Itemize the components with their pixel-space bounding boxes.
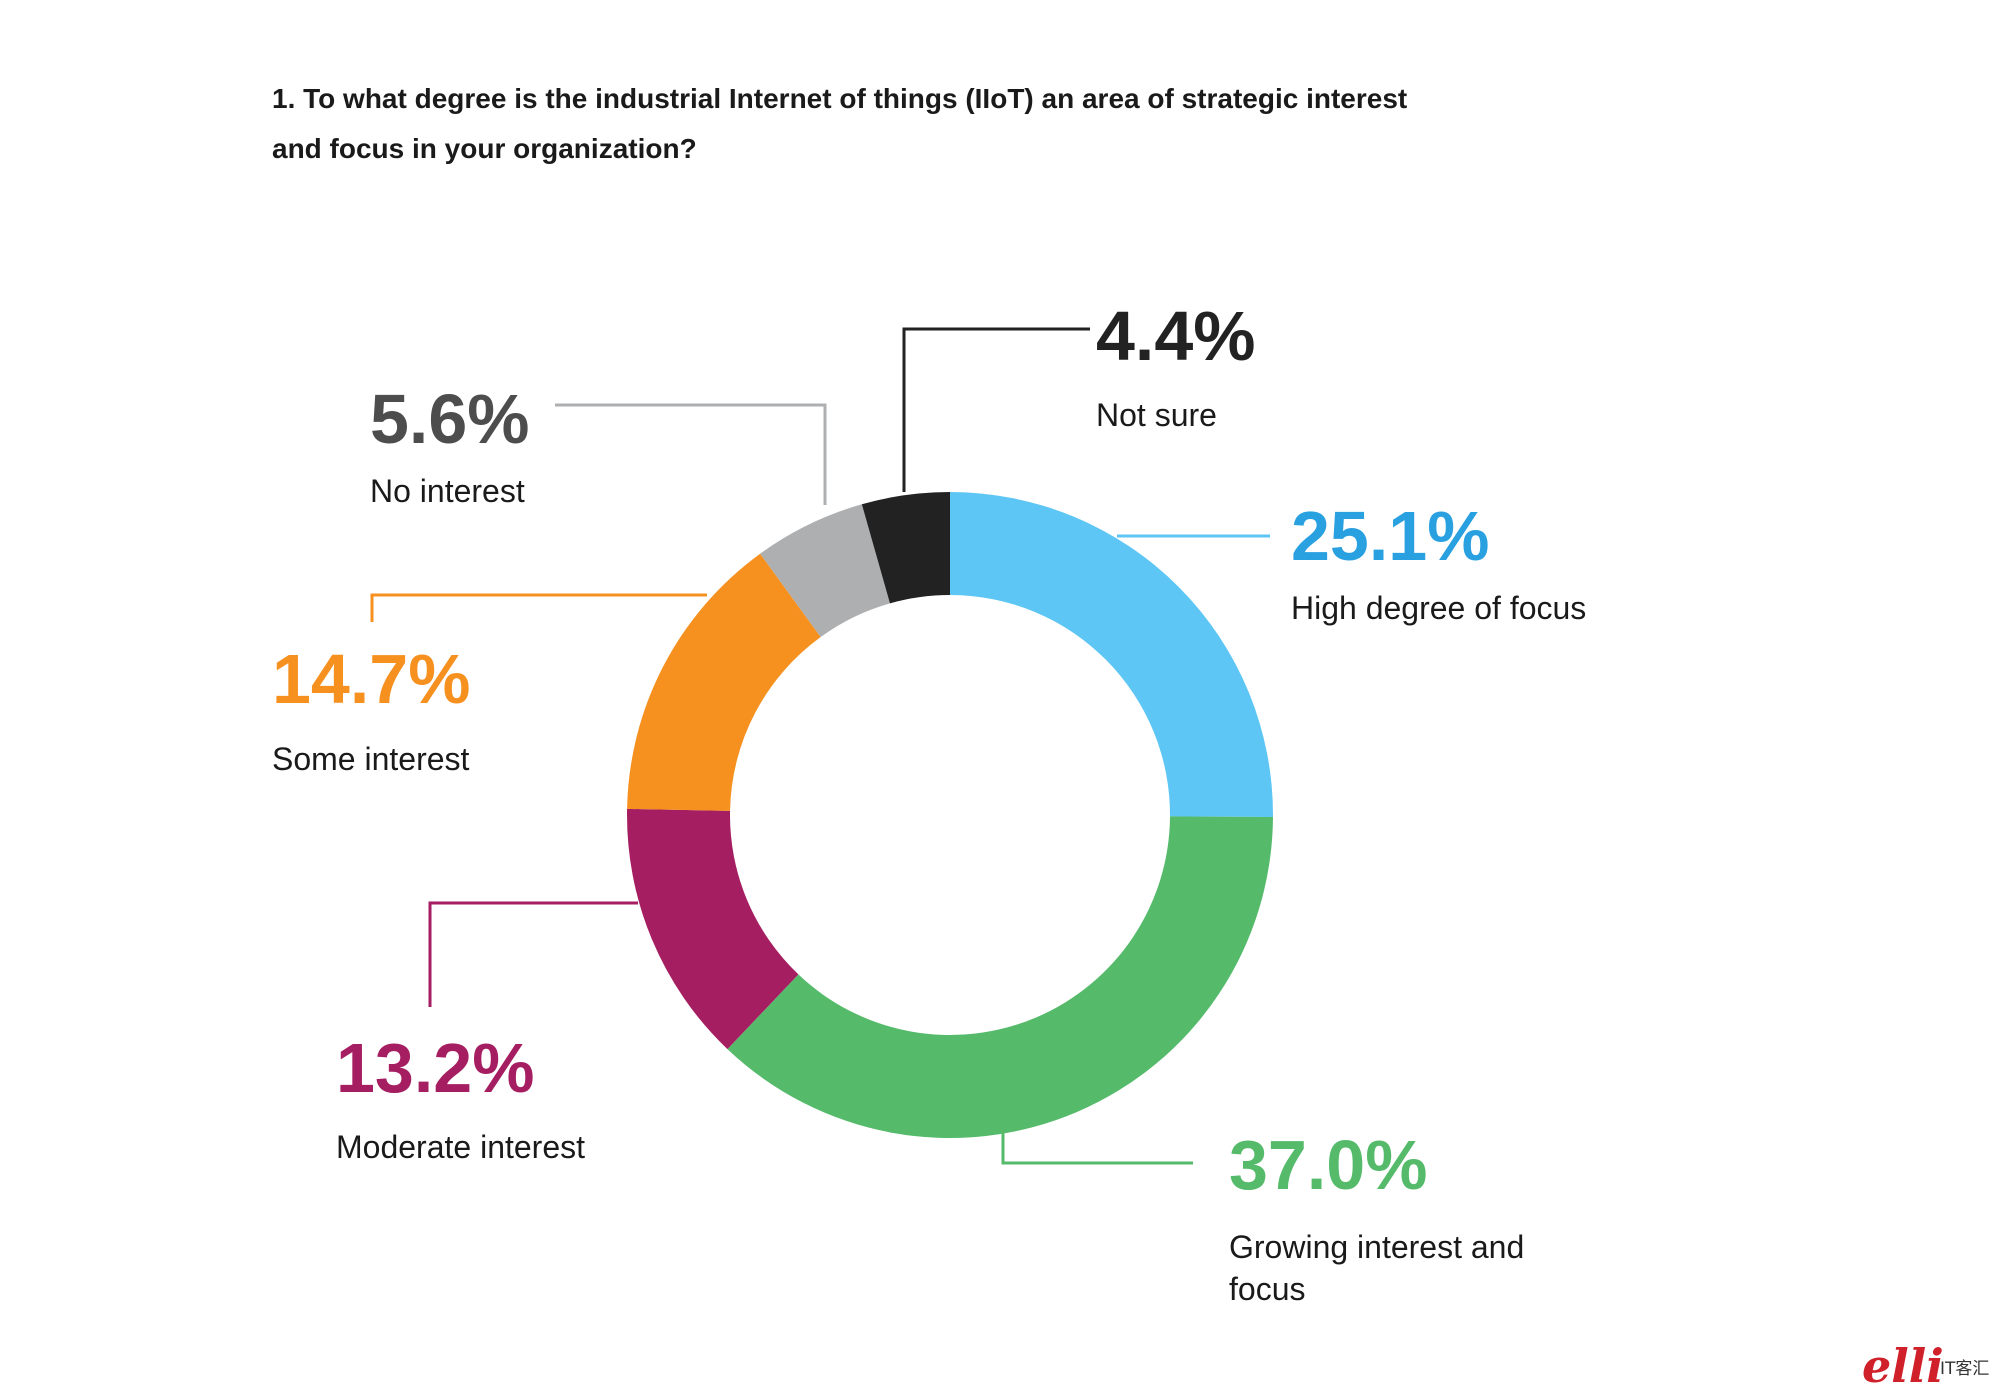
- slice-growing-interest-and-focus: [727, 816, 1273, 1138]
- leader-line-no-interest: [555, 403, 827, 505]
- donut-slices: [627, 492, 1273, 1138]
- leader-lines: [370, 327, 1270, 1165]
- value-label-growing-interest-and-focus: 37.0%: [1229, 1126, 1427, 1204]
- slice-high-degree-of-focus: [950, 492, 1273, 818]
- value-label-no-interest: 5.6%: [370, 380, 530, 458]
- slice-not-sure: [861, 492, 950, 604]
- chart-title-line-2: and focus in your organization?: [272, 133, 697, 164]
- category-label-some-interest: Some interest: [272, 741, 470, 777]
- category-label-moderate-interest: Moderate interest: [336, 1129, 585, 1165]
- watermark-text: IT客汇: [1940, 1359, 1989, 1379]
- value-label-some-interest: 14.7%: [272, 640, 470, 718]
- value-label-high-degree-of-focus: 25.1%: [1291, 497, 1489, 575]
- chart-title: 1. To what degree is the industrial Inte…: [272, 83, 1407, 164]
- slice-labels: 25.1% High degree of focus 37.0% Growing in…: [272, 297, 1586, 1307]
- leader-line-some-interest: [370, 593, 707, 622]
- value-label-moderate-interest: 13.2%: [336, 1029, 534, 1107]
- watermark-script: elli: [1862, 1339, 1944, 1393]
- slice-no-interest: [760, 504, 890, 638]
- leader-line-moderate-interest: [428, 901, 638, 1007]
- category-label-not-sure: Not sure: [1096, 397, 1217, 433]
- chart-title-line-1: 1. To what degree is the industrial Inte…: [272, 83, 1407, 114]
- value-label-not-sure: 4.4%: [1096, 297, 1256, 375]
- category-label-growing-interest-and-focus-line-2: focus: [1229, 1271, 1305, 1307]
- leader-line-growing-interest-and-focus: [1001, 1133, 1193, 1165]
- slice-moderate-interest: [627, 808, 799, 1050]
- category-label-growing-interest-and-focus-line-1: Growing interest and: [1229, 1229, 1524, 1265]
- slice-some-interest: [627, 553, 821, 811]
- watermark-logo: elli IT客汇: [1862, 1339, 1989, 1393]
- category-label-high-degree-of-focus: High degree of focus: [1291, 590, 1586, 626]
- leader-line-not-sure: [902, 327, 1090, 492]
- category-label-no-interest: No interest: [370, 473, 525, 509]
